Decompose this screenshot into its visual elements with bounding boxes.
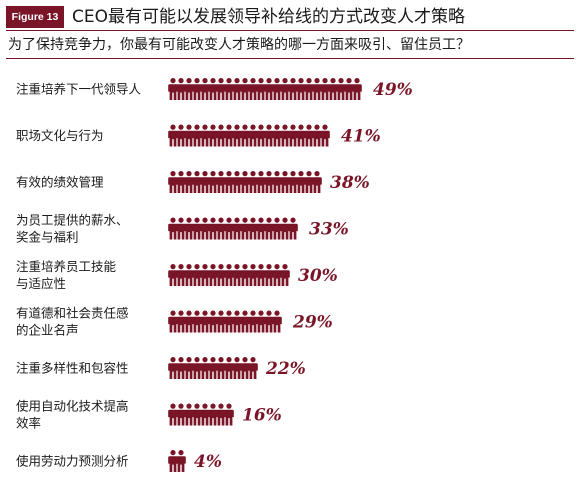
chart-row: 职场文化与行为 41% [16,124,381,147]
category-label: 注重培养员工技能 [16,259,117,274]
chart-row: 为员工提供的薪水、奖金与福利 33% [16,213,349,245]
category-label: 职场文化与行为 [16,128,104,143]
category-label: 的企业名声 [16,323,79,338]
category-label: 有效的绩效管理 [16,175,104,190]
person-icon [224,403,234,426]
chart-row: 有效的绩效管理 38% [16,171,370,193]
value-label: 41% [341,127,381,147]
chart-row: 注重培养下一代领导人 49% [16,78,413,100]
person-icon [312,171,322,193]
person-icon [272,310,282,333]
chart-row: 注重多样性和包容性 22% [16,357,306,379]
person-icon [320,124,330,147]
value-label: 22% [265,359,306,379]
category-label: 与适应性 [16,276,66,291]
person-icon [352,78,362,100]
value-label: 33% [309,220,349,240]
chart-header: Figure 13 CEO最有可能以发展领导补给线的方式改变人才策略 [6,4,574,30]
value-label: 49% [373,80,413,100]
value-label: 30% [298,266,338,286]
question-divider [6,58,574,59]
figure-tag: Figure 13 [6,6,64,28]
person-icon [288,217,298,240]
category-label: 为员工提供的薪水、 [16,213,129,228]
value-label: 38% [330,173,370,193]
person-icon [248,357,258,379]
value-label: 16% [242,406,282,426]
category-label: 使用劳动力预测分析 [16,454,129,469]
category-label: 注重培养下一代领导人 [16,82,142,97]
value-label: 4% [194,452,222,472]
value-label: 29% [292,313,333,333]
category-label: 奖金与福利 [16,230,79,245]
person-icon [176,450,186,472]
category-label: 使用自动化技术提高 [16,399,129,414]
category-label: 有道德和社会责任感 [16,306,129,321]
category-label: 注重多样性和包容性 [16,361,129,376]
person-icon [280,264,290,286]
chart-row: 使用劳动力预测分析 4% [16,450,222,472]
chart-title: CEO最有可能以发展领导补给线的方式改变人才策略 [72,7,465,27]
top-divider [6,30,574,31]
category-label: 效率 [16,416,41,431]
chart-question: 为了保持竞争力，你最有可能改变人才策略的哪一方面来吸引、留住员工？ [8,37,470,53]
